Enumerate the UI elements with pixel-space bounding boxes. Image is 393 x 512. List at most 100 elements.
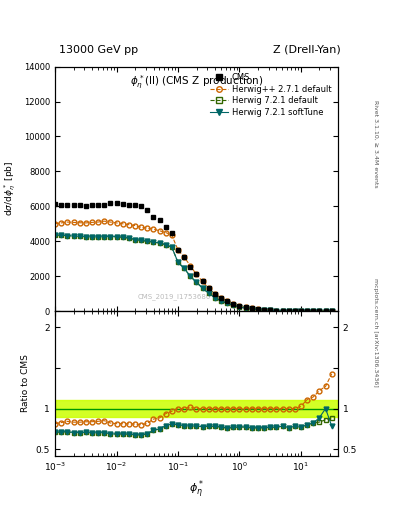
CMS <box>95 202 100 208</box>
CMS <box>255 306 260 312</box>
CMS <box>200 279 205 285</box>
CMS <box>53 201 57 207</box>
Herwig 7.2.1 default <box>71 233 76 239</box>
Line: Herwig++ 2.7.1 default: Herwig++ 2.7.1 default <box>55 221 332 311</box>
Herwig 7.2.1 softTune <box>95 234 100 240</box>
Herwig++ 2.7.1 default <box>200 279 205 285</box>
Herwig++ 2.7.1 default <box>157 228 162 234</box>
Herwig 7.2.1 softTune <box>237 304 242 310</box>
Y-axis label: Ratio to CMS: Ratio to CMS <box>21 354 30 412</box>
Herwig 7.2.1 softTune <box>145 238 150 244</box>
Herwig 7.2.1 softTune <box>250 306 254 312</box>
Herwig 7.2.1 default <box>83 233 88 240</box>
Herwig++ 2.7.1 default <box>255 306 260 312</box>
Herwig++ 2.7.1 default <box>145 225 150 231</box>
CMS <box>262 307 266 313</box>
Herwig 7.2.1 default <box>77 233 82 240</box>
Herwig 7.2.1 default <box>206 290 211 296</box>
CMS <box>77 202 82 208</box>
Herwig 7.2.1 softTune <box>151 239 156 245</box>
Herwig 7.2.1 softTune <box>262 307 266 313</box>
Herwig 7.2.1 default <box>213 294 217 301</box>
Herwig++ 2.7.1 default <box>182 254 187 260</box>
Herwig++ 2.7.1 default <box>243 304 248 310</box>
Herwig++ 2.7.1 default <box>317 308 322 314</box>
Herwig 7.2.1 softTune <box>194 279 199 285</box>
Herwig 7.2.1 default <box>255 307 260 313</box>
Line: Herwig 7.2.1 default: Herwig 7.2.1 default <box>55 235 332 311</box>
Herwig++ 2.7.1 default <box>219 295 223 301</box>
Herwig 7.2.1 default <box>65 232 70 239</box>
Herwig 7.2.1 softTune <box>317 308 322 314</box>
Herwig++ 2.7.1 default <box>305 308 309 314</box>
Herwig 7.2.1 default <box>299 308 303 314</box>
Herwig 7.2.1 softTune <box>200 285 205 291</box>
Herwig 7.2.1 default <box>114 233 119 240</box>
Herwig++ 2.7.1 default <box>323 308 328 314</box>
Herwig++ 2.7.1 default <box>71 219 76 225</box>
Herwig 7.2.1 default <box>280 308 285 314</box>
Herwig++ 2.7.1 default <box>329 308 334 314</box>
Herwig 7.2.1 default <box>219 298 223 304</box>
Herwig 7.2.1 softTune <box>255 307 260 313</box>
Line: CMS: CMS <box>53 200 334 313</box>
Herwig 7.2.1 default <box>132 237 137 243</box>
CMS <box>274 308 279 314</box>
CMS <box>305 308 309 314</box>
Herwig 7.2.1 default <box>329 308 334 314</box>
Herwig++ 2.7.1 default <box>53 221 57 227</box>
Herwig 7.2.1 softTune <box>169 244 174 250</box>
CMS <box>219 295 223 301</box>
Herwig 7.2.1 softTune <box>90 234 94 240</box>
CMS <box>243 304 248 310</box>
Herwig++ 2.7.1 default <box>268 307 273 313</box>
Herwig 7.2.1 softTune <box>231 302 236 308</box>
CMS <box>268 307 273 313</box>
Herwig++ 2.7.1 default <box>280 308 285 314</box>
Herwig++ 2.7.1 default <box>65 219 70 225</box>
Herwig 7.2.1 softTune <box>225 301 230 307</box>
Herwig 7.2.1 softTune <box>83 233 88 240</box>
Herwig 7.2.1 softTune <box>120 234 125 240</box>
Herwig++ 2.7.1 default <box>237 303 242 309</box>
Herwig 7.2.1 default <box>268 307 273 313</box>
Herwig 7.2.1 softTune <box>114 233 119 240</box>
Herwig++ 2.7.1 default <box>114 220 119 226</box>
Herwig 7.2.1 softTune <box>280 308 285 314</box>
Herwig 7.2.1 softTune <box>59 232 64 238</box>
Herwig 7.2.1 softTune <box>157 240 162 246</box>
CMS <box>127 202 131 208</box>
Herwig 7.2.1 softTune <box>268 307 273 313</box>
Herwig++ 2.7.1 default <box>213 291 217 297</box>
Herwig 7.2.1 softTune <box>311 308 316 314</box>
Herwig++ 2.7.1 default <box>139 224 143 230</box>
Herwig 7.2.1 softTune <box>274 308 279 314</box>
CMS <box>299 308 303 314</box>
Herwig 7.2.1 softTune <box>292 308 297 314</box>
Herwig++ 2.7.1 default <box>206 285 211 291</box>
Herwig 7.2.1 softTune <box>323 308 328 314</box>
CMS <box>151 214 156 220</box>
Herwig 7.2.1 softTune <box>176 259 180 265</box>
Herwig++ 2.7.1 default <box>262 307 266 313</box>
CMS <box>169 229 174 236</box>
Herwig 7.2.1 default <box>237 304 242 310</box>
Herwig 7.2.1 default <box>286 308 291 314</box>
Herwig 7.2.1 softTune <box>213 294 217 301</box>
CMS <box>250 305 254 311</box>
Herwig 7.2.1 default <box>95 234 100 240</box>
Herwig 7.2.1 softTune <box>127 235 131 241</box>
CMS <box>317 308 322 314</box>
Herwig++ 2.7.1 default <box>311 308 316 314</box>
Herwig++ 2.7.1 default <box>299 308 303 314</box>
Herwig 7.2.1 softTune <box>243 305 248 311</box>
CMS <box>102 202 107 208</box>
Herwig 7.2.1 default <box>59 232 64 238</box>
Herwig++ 2.7.1 default <box>127 222 131 228</box>
Herwig++ 2.7.1 default <box>102 218 107 224</box>
Text: 13000 GeV pp: 13000 GeV pp <box>59 45 138 55</box>
Text: $\phi^*_{\eta}$(ll) (CMS Z production): $\phi^*_{\eta}$(ll) (CMS Z production) <box>130 74 263 91</box>
Herwig 7.2.1 softTune <box>53 232 57 238</box>
Herwig 7.2.1 softTune <box>182 265 187 271</box>
Herwig++ 2.7.1 default <box>83 220 88 226</box>
